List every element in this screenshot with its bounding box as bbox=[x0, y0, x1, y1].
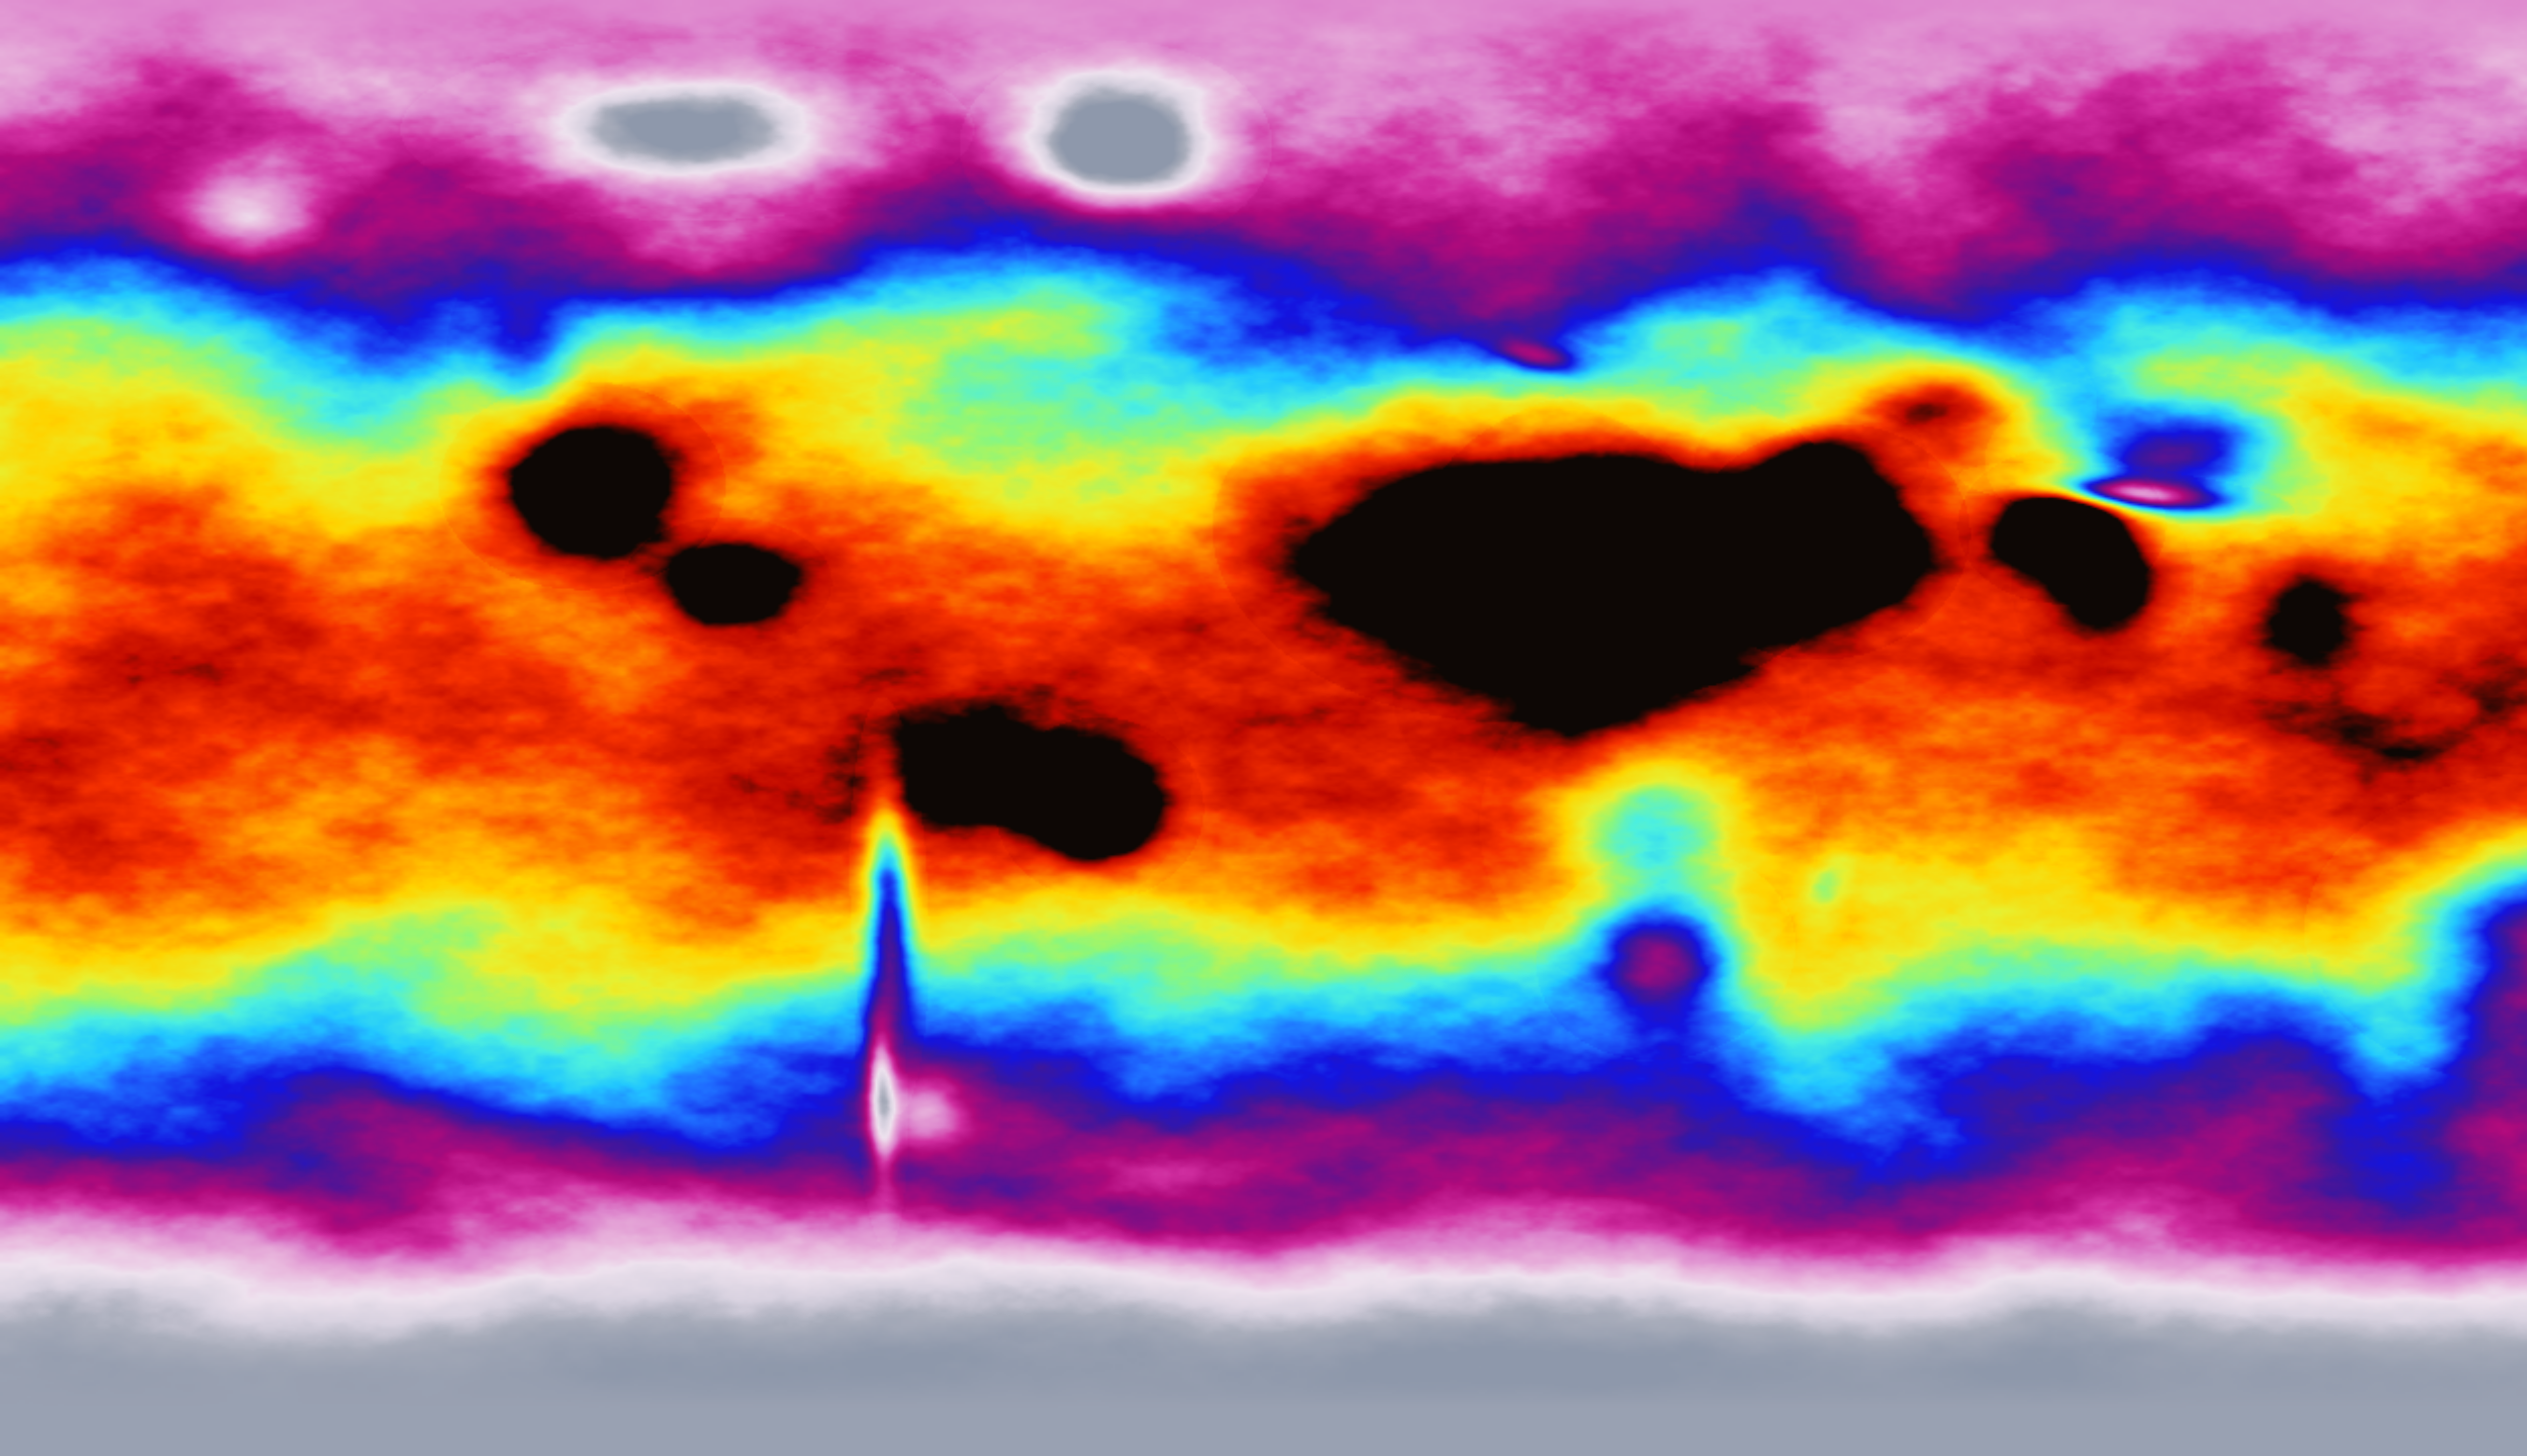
temperature-map-visualization bbox=[0, 0, 2527, 1456]
global-temperature-heatmap-canvas bbox=[0, 0, 2527, 1456]
